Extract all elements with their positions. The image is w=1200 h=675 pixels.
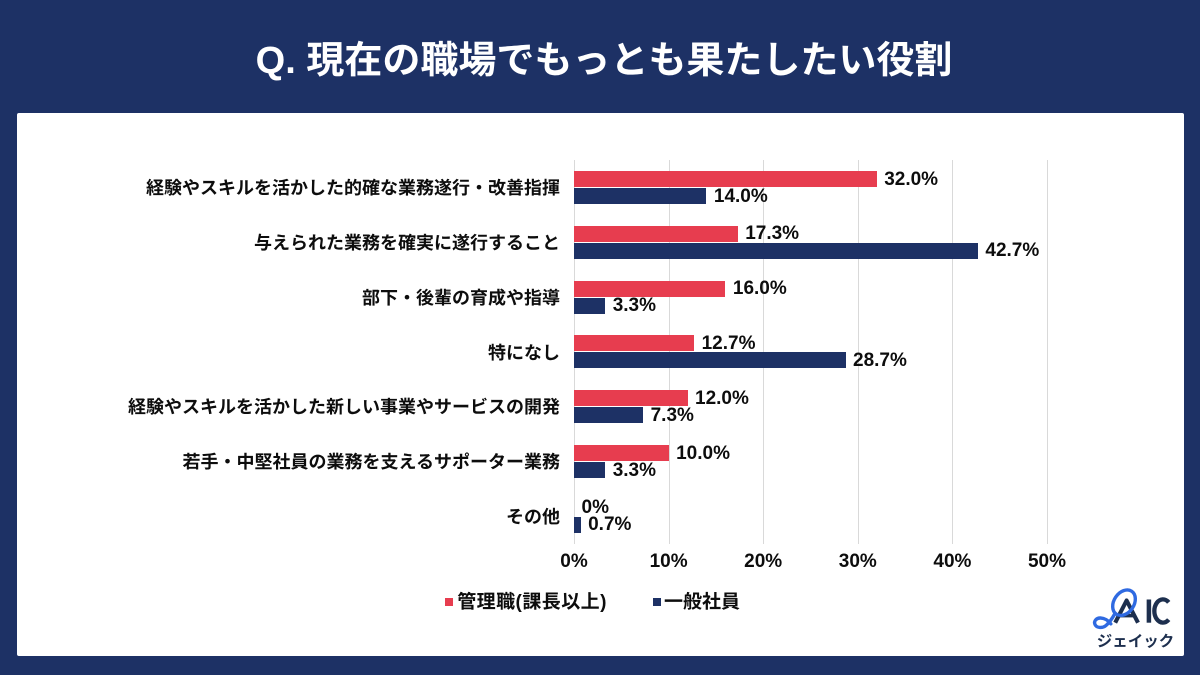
- svg-text:ジェイック: ジェイック: [1097, 630, 1175, 652]
